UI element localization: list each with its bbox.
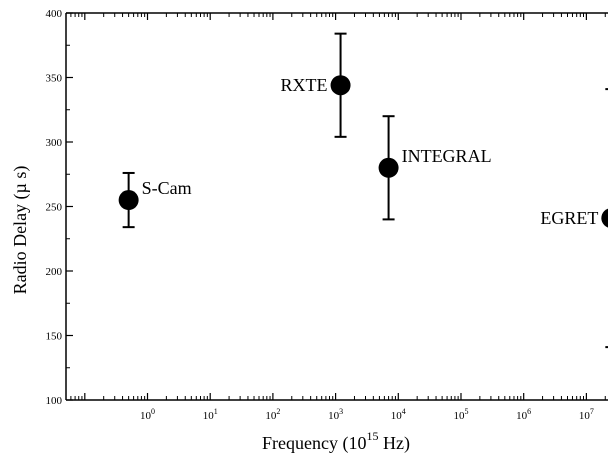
point-label: EGRET <box>540 208 598 228</box>
x-tick-label: 102 <box>265 407 280 422</box>
data-points: S-Cam RXTE INTEGRAL EGRET <box>118 75 608 228</box>
data-point <box>118 190 139 211</box>
data-point <box>601 208 608 228</box>
y-tick-label: 200 <box>46 266 63 278</box>
y-tick-label: 350 <box>46 73 63 85</box>
y-tick-label: 400 <box>46 8 63 20</box>
tick-labels: 100 150 200 250 300 350 400 100 101 102 103 104 105 1… <box>46 8 594 422</box>
y-axis-title: Radio Delay (µ s) <box>10 166 31 295</box>
data-point <box>378 157 399 178</box>
point-label: INTEGRAL <box>402 146 492 166</box>
x-tick-label: 100 <box>140 407 155 422</box>
y-tick-label: 100 <box>46 395 63 407</box>
x-tick-label: 106 <box>516 407 531 422</box>
x-tick-label: 104 <box>391 407 406 422</box>
x-axis-title: Frequency (1015 Hz) <box>262 429 410 454</box>
point-label: RXTE <box>281 75 328 95</box>
x-tick-label: 101 <box>203 407 218 422</box>
y-tick-label: 150 <box>46 331 63 343</box>
data-point <box>330 75 351 96</box>
error-bars <box>122 32 608 349</box>
point-label: S-Cam <box>142 178 192 198</box>
x-tick-label: 107 <box>579 407 594 422</box>
x-tick-label: 103 <box>328 407 343 422</box>
y-tick-label: 250 <box>46 202 63 214</box>
y-tick-label: 300 <box>46 137 63 149</box>
x-tick-label: 105 <box>453 407 468 422</box>
plot-frame <box>65 12 608 401</box>
axis-ticks <box>66 12 606 401</box>
